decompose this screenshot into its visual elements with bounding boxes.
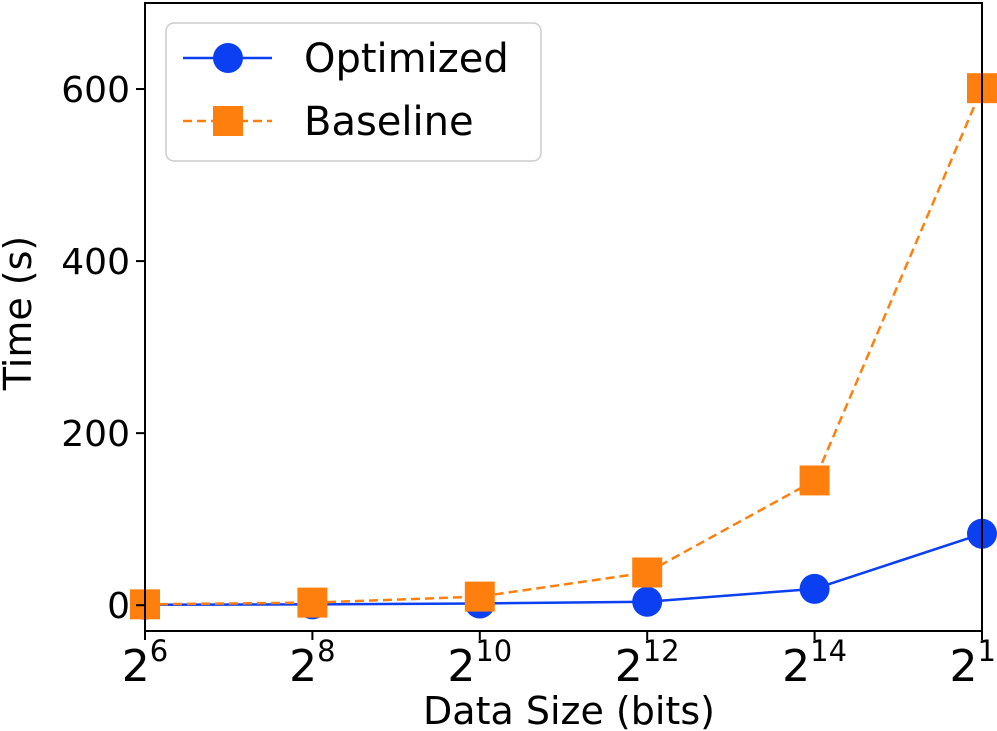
data-point-baseline: [464, 581, 495, 612]
series-line-optimized: [144, 532, 983, 607]
x-tick-label: 216: [950, 634, 997, 692]
data-point-baseline: [799, 465, 830, 496]
axes: 0 200 400 600 26 28 210 212 214 216: [61, 2, 997, 692]
y-axis-label: Time (s): [0, 236, 40, 392]
x-axis-label: Data Size (bits): [423, 689, 715, 731]
x-tick-label: 28: [289, 634, 335, 692]
x-tick-label: 214: [782, 634, 847, 692]
y-tick-label: 600: [61, 70, 130, 111]
plot-frame: [144, 2, 983, 632]
data-point-baseline: [632, 557, 663, 588]
y-tick-label: 400: [61, 242, 130, 283]
data-point-baseline: [297, 587, 328, 618]
x-tick-label: 26: [122, 634, 168, 692]
legend-marker-baseline: [213, 106, 243, 136]
series-line-baseline: [144, 87, 984, 606]
x-tick-label: 212: [615, 634, 680, 692]
y-tick-label: 0: [107, 586, 130, 627]
x-tick-label: 210: [447, 634, 512, 692]
data-point-optimized: [632, 586, 663, 617]
data-point-optimized: [799, 573, 830, 604]
y-tick-label: 200: [61, 414, 130, 455]
legend-label-optimized: Optimized: [304, 36, 509, 82]
legend: Optimized Baseline: [165, 22, 542, 162]
legend-marker-optimized: [213, 43, 243, 73]
legend-label-baseline: Baseline: [304, 99, 474, 145]
